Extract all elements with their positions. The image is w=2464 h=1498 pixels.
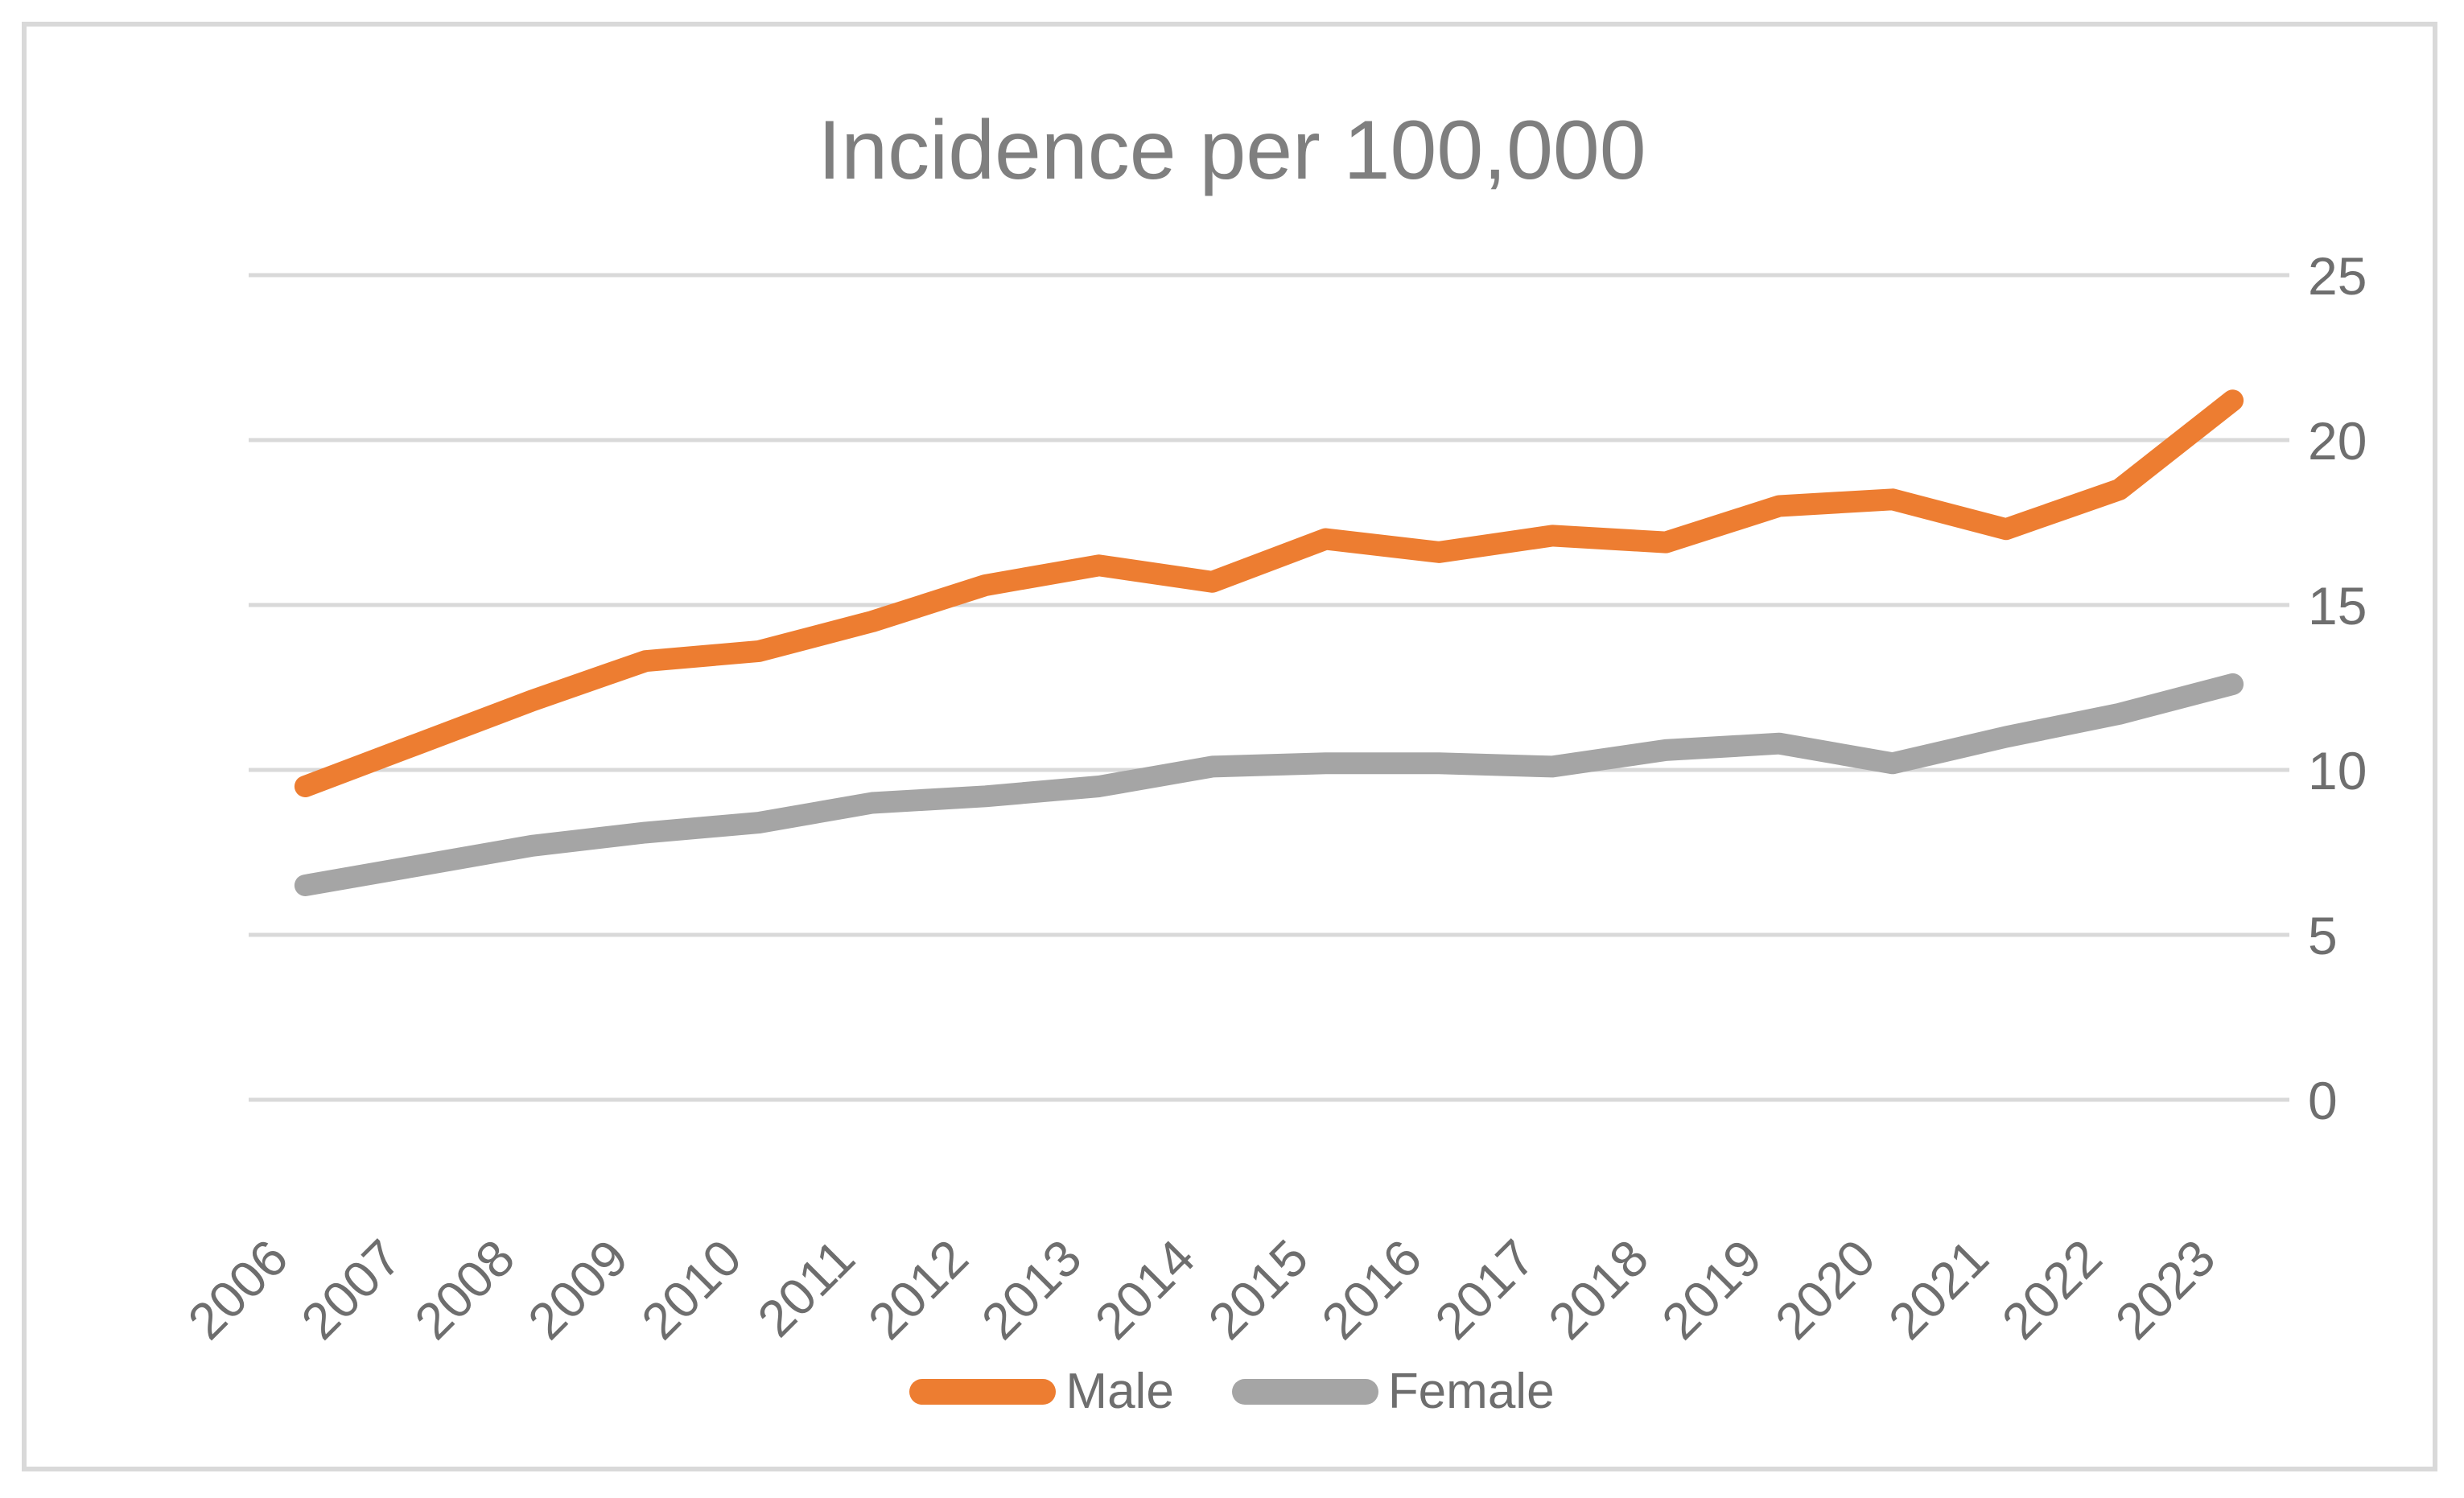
x-axis-tick-label: 2014 [1084, 1228, 1206, 1351]
male-series-line [294, 389, 2244, 797]
x-axis-tick-label: 2018 [1537, 1228, 1659, 1351]
legend-item-male: Male [909, 1363, 1174, 1420]
x-axis-tick-label: 2008 [404, 1228, 526, 1351]
y-axis-tick-label: 5 [2308, 906, 2338, 965]
female-series-line [294, 673, 2244, 896]
x-axis-tick-label: 2016 [1311, 1228, 1433, 1351]
x-axis-tick-label: 2011 [747, 1228, 866, 1348]
male-line-swatch [909, 1378, 1057, 1405]
female-line-swatch [1231, 1378, 1378, 1405]
legend-label-female: Female [1387, 1364, 1555, 1419]
x-axis-tick-label: 2023 [2104, 1228, 2227, 1351]
x-axis-tick-label: 2015 [1197, 1228, 1320, 1351]
y-axis-tick-label: 15 [2308, 576, 2367, 636]
x-axis-tick-label: 2021 [1877, 1228, 2000, 1351]
y-axis-tick-label: 25 [2308, 246, 2367, 306]
x-axis-tick-label: 2010 [630, 1228, 752, 1351]
legend: Male Female [0, 1363, 2464, 1420]
legend-item-female: Female [1231, 1363, 1555, 1420]
x-axis-tick-label: 2017 [1424, 1228, 1547, 1351]
chart-title: Incidence per 100,000 [818, 104, 1646, 197]
x-axis-tick-label: 2009 [517, 1228, 639, 1351]
x-axis-tick-label: 2006 [177, 1228, 299, 1351]
legend-label-male: Male [1065, 1364, 1174, 1419]
x-axis-tick-label: 2012 [857, 1228, 979, 1351]
x-axis-tick-label: 2019 [1650, 1228, 1773, 1351]
x-axis-tick-label: 2013 [970, 1228, 1093, 1351]
x-axis-tick-label: 2007 [290, 1228, 413, 1351]
y-axis-tick-label: 20 [2308, 411, 2367, 471]
x-axis-tick-label: 2020 [1764, 1228, 1886, 1351]
x-axis-tick-label: 2022 [1991, 1228, 2113, 1351]
y-axis-tick-label: 0 [2308, 1071, 2338, 1130]
y-axis-tick-label: 10 [2308, 741, 2367, 800]
